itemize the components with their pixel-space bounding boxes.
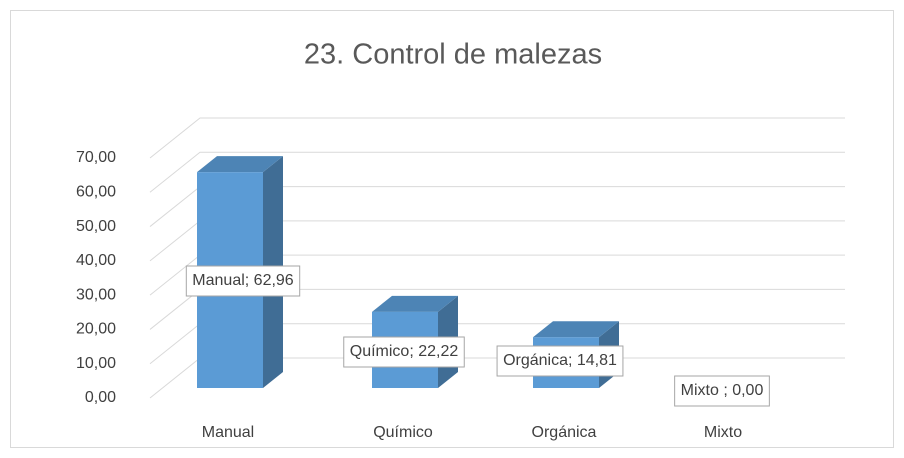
data-label-box [496, 345, 624, 377]
data-label: Orgánica; 14,81 [503, 352, 617, 369]
data-label: Manual; 62,96 [192, 272, 294, 289]
data-label-box [343, 336, 465, 368]
y-tick-label: 50,00 [76, 218, 116, 235]
bar-top [197, 156, 283, 173]
y-tick-label: 60,00 [76, 184, 116, 201]
y-tick-label: 20,00 [76, 321, 116, 338]
x-tick-label: Orgánica [532, 424, 597, 441]
y-tick-label: 40,00 [76, 252, 116, 269]
data-label: Químico; 22,22 [350, 343, 459, 360]
chart-title: 23. Control de malezas [304, 39, 602, 71]
y-tick-label: 70,00 [76, 149, 116, 166]
x-tick-label: Mixto [704, 424, 742, 441]
grid-line [149, 117, 845, 159]
data-label: Mixto ; 0,00 [681, 382, 764, 399]
bar-top [372, 295, 458, 312]
data-label-box [674, 375, 770, 407]
y-tick-label: 10,00 [76, 355, 116, 372]
y-tick-label: 0,00 [85, 389, 116, 406]
x-tick-label: Químico [373, 424, 433, 441]
y-tick-label: 30,00 [76, 286, 116, 303]
data-label-box [185, 265, 301, 297]
x-tick-label: Manual [202, 424, 254, 441]
grid-line [149, 151, 845, 193]
bar-top [533, 321, 619, 338]
